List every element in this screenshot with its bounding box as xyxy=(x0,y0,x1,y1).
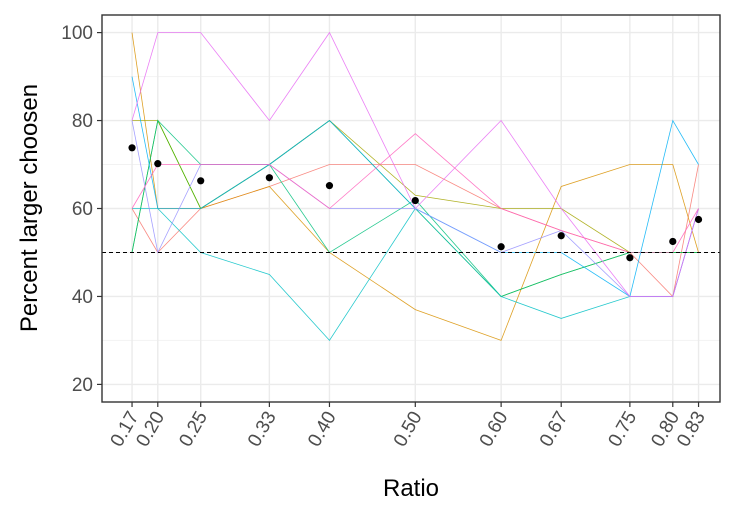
x-tick-label: 0.25 xyxy=(175,408,212,451)
mean-point xyxy=(128,144,136,152)
mean-point xyxy=(694,215,703,224)
series-lines xyxy=(131,31,699,342)
x-tick-label: 0.20 xyxy=(132,408,169,451)
x-tick-label: 0.75 xyxy=(605,408,642,451)
y-tick-label: 80 xyxy=(72,111,93,132)
mean-point xyxy=(626,254,634,262)
mean-point xyxy=(669,237,677,246)
mean-point xyxy=(265,174,273,182)
x-axis-ticks: 0.170.20 0.25 0.33 0.40 0.50 0.60 0.67 0.75 0.80… xyxy=(107,402,710,451)
x-tick-label: 0.83 xyxy=(673,408,710,451)
series-line-9 xyxy=(131,31,699,297)
x-tick-label: 0.40 xyxy=(304,408,341,451)
mean-point xyxy=(557,232,565,240)
y-axis-title: Percent larger choosen xyxy=(16,84,43,332)
y-tick-label: 40 xyxy=(72,287,93,308)
x-tick-label: 0.67 xyxy=(536,408,573,451)
mean-point xyxy=(197,177,205,185)
x-axis-title: Ratio xyxy=(383,475,439,502)
x-tick-label: 0.33 xyxy=(244,408,281,451)
y-tick-label: 20 xyxy=(72,375,93,396)
mean-point xyxy=(411,196,419,205)
y-tick-label: 60 xyxy=(72,199,93,220)
x-tick-label: 0.60 xyxy=(476,408,513,451)
mean-point xyxy=(497,243,505,251)
mean-points xyxy=(128,144,703,262)
y-axis-ticks: 20 40 60 80 100 xyxy=(61,23,102,396)
mean-point xyxy=(154,160,162,168)
x-tick-label: 0.50 xyxy=(390,408,427,451)
mean-point xyxy=(325,182,334,190)
series-line-1 xyxy=(131,164,699,298)
y-tick-label: 100 xyxy=(61,23,93,44)
